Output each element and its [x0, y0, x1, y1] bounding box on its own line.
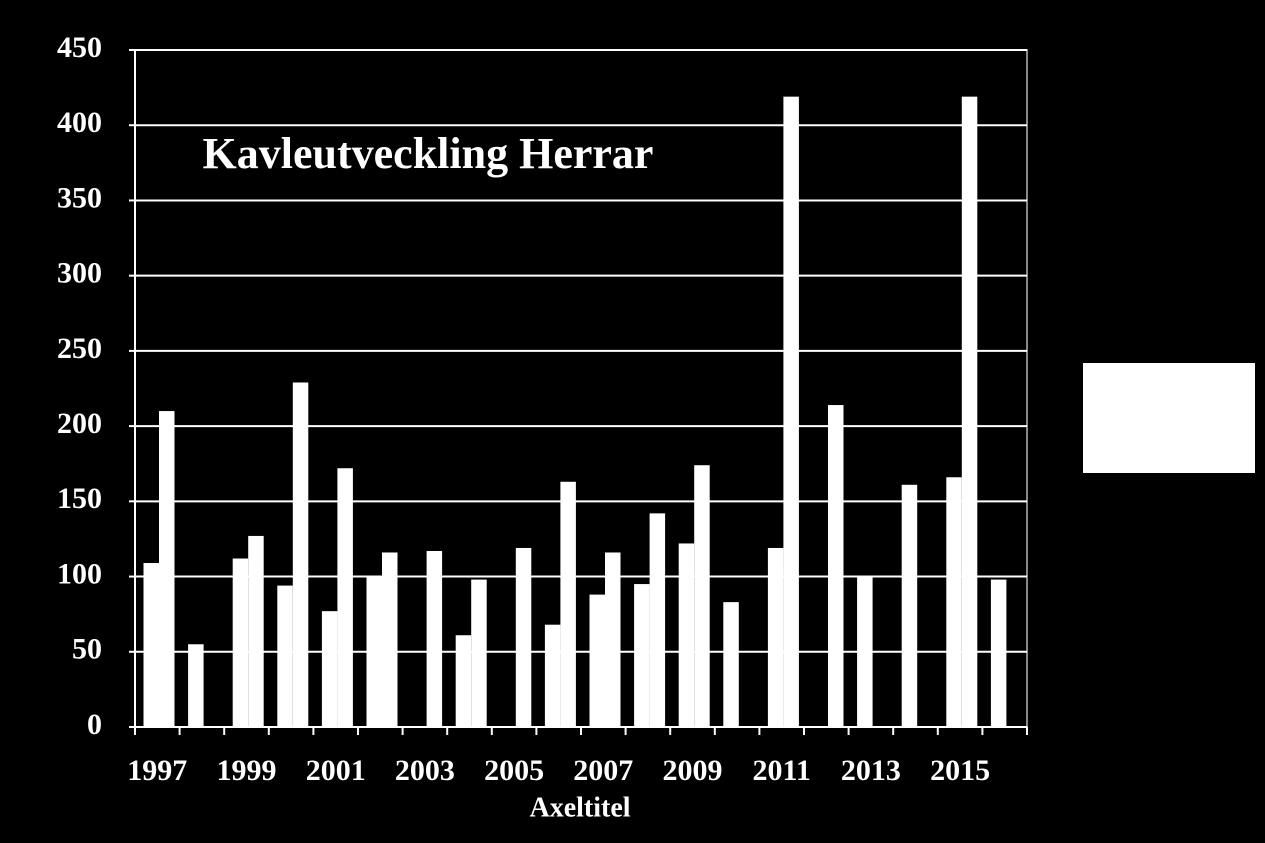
bar	[426, 550, 443, 727]
bar	[946, 477, 962, 727]
y-tick-label: 400	[57, 106, 102, 139]
x-tick-label: 2007	[573, 754, 633, 787]
bar	[248, 535, 264, 727]
y-tick-label: 100	[57, 557, 102, 590]
x-tick-label: 2001	[306, 754, 366, 787]
x-tick-label: 2015	[930, 754, 990, 787]
y-tick-label: 300	[57, 257, 102, 290]
bar	[649, 513, 666, 727]
bar	[901, 484, 918, 727]
bar	[544, 624, 561, 727]
bar	[143, 563, 159, 727]
x-tick-label: 2011	[753, 754, 811, 787]
y-tick-label: 50	[72, 633, 102, 666]
bar	[723, 602, 739, 727]
bar	[277, 585, 293, 727]
bar	[366, 576, 382, 727]
bar	[634, 584, 650, 727]
bar	[292, 382, 309, 727]
y-tick-label: 0	[87, 708, 102, 741]
bar	[857, 576, 873, 727]
bar	[767, 547, 784, 727]
y-tick-label: 450	[57, 31, 102, 64]
bar	[783, 96, 799, 728]
x-tick-label: 2013	[841, 754, 901, 787]
y-tick-label: 150	[57, 482, 102, 515]
bar	[337, 468, 353, 727]
x-tick-label: 1997	[127, 754, 187, 787]
bar	[678, 543, 695, 727]
bar	[990, 579, 1007, 727]
legend	[1083, 363, 1255, 473]
chart-title: Kavleutveckling Herrar	[203, 129, 654, 178]
bar	[961, 96, 978, 728]
bar	[694, 465, 710, 727]
bar	[589, 594, 605, 727]
x-tick-label: 1999	[217, 754, 277, 787]
y-tick-label: 350	[57, 181, 102, 214]
y-tick-label: 250	[57, 332, 102, 365]
bar	[828, 405, 844, 727]
y-tick-label: 200	[57, 407, 102, 440]
x-tick-label: 2009	[663, 754, 723, 787]
bar	[382, 552, 398, 727]
bar	[455, 635, 472, 727]
bar	[321, 611, 338, 727]
bar	[188, 644, 204, 727]
x-axis-title: Axeltitel	[529, 792, 630, 823]
bar	[232, 558, 249, 727]
bar	[515, 547, 532, 727]
bar	[605, 552, 621, 727]
bar	[560, 481, 576, 727]
bar	[471, 579, 487, 727]
x-tick-label: 2003	[395, 754, 455, 787]
bar	[159, 411, 175, 727]
x-tick-label: 2005	[484, 754, 544, 787]
